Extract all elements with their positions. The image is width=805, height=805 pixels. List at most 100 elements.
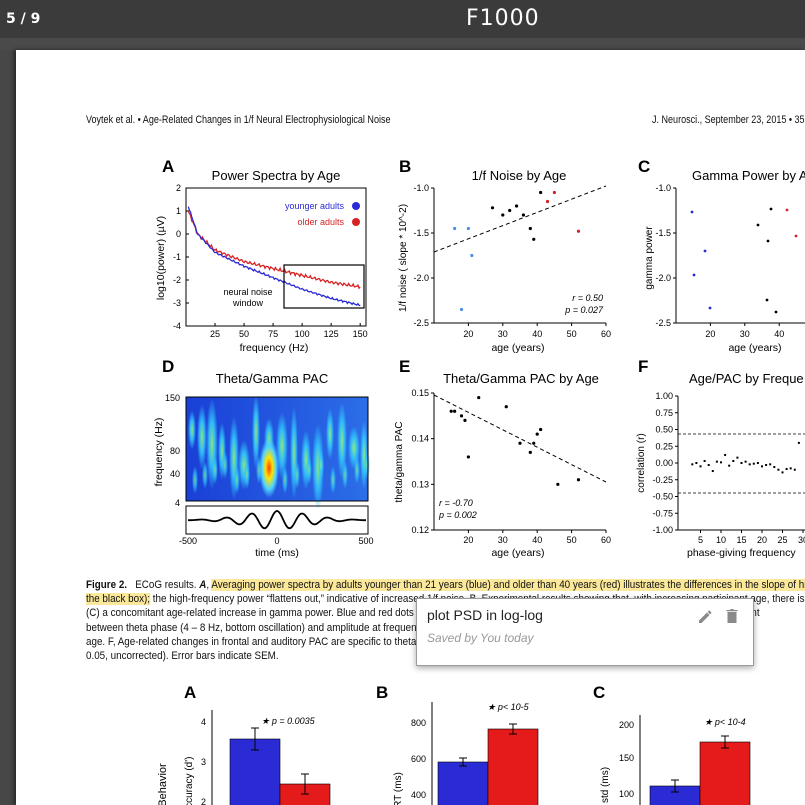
panel-c-point	[765, 298, 769, 302]
fig3-b-ylabel: RT (ms)	[393, 772, 404, 805]
fig3-b-ytick: 400	[411, 790, 426, 800]
panel-e-xtick: 30	[498, 535, 508, 545]
panel-f-point	[740, 462, 743, 464]
panel-b-title: 1/f Noise by Age	[472, 168, 567, 183]
legend-younger: younger adults	[285, 201, 345, 211]
running-header-right: J. Neurosci., September 23, 2015 • 35	[652, 114, 805, 126]
panel-f-point	[715, 460, 718, 463]
trash-icon[interactable]	[722, 607, 742, 627]
panel-f-ytick: 0.25	[655, 441, 673, 451]
panel-a-xtick: 150	[353, 329, 368, 339]
panel-c-point	[756, 223, 760, 227]
annotation-popup[interactable]: plot PSD in log-log Saved by You today	[416, 598, 754, 666]
panel-a-ytick: -1	[173, 252, 181, 262]
panel-e-xlabel: age (years)	[491, 547, 544, 559]
panel-c-xtick: 30	[740, 329, 750, 339]
panel-f-ylabel: correlation (r)	[636, 433, 647, 492]
comodulogram-peak	[259, 438, 279, 498]
comodulogram-blob	[294, 461, 300, 489]
fig3-c-errorbar	[671, 779, 679, 793]
older-adults-line	[187, 210, 361, 290]
fig3-a-ytick: 3	[201, 757, 206, 767]
panel-f-point	[748, 463, 751, 466]
panel-e-xtick: 40	[532, 535, 542, 545]
fig3-a-errorbar	[301, 773, 309, 795]
fig3-c-ytick: 150	[619, 753, 634, 763]
panel-f-point	[773, 466, 776, 469]
fig3-a-ytick: 4	[201, 717, 206, 727]
panel-f-point	[793, 468, 796, 471]
panel-c-xtick: 40	[774, 329, 784, 339]
panel-f-letter: F	[638, 357, 648, 376]
panel-c-xlabel: age (years)	[728, 342, 781, 354]
fig3-b-errorbar	[459, 757, 467, 767]
caption-highlight-2[interactable]: the black box);	[86, 593, 151, 606]
panel-b-xtick: 20	[463, 329, 473, 339]
panel-d-xtick: -500	[179, 536, 197, 546]
panel-f-point	[789, 467, 792, 470]
panel-f-xtick: 20	[757, 535, 767, 545]
toolbar-shadow	[0, 38, 805, 50]
panel-b-point	[521, 213, 526, 217]
panel-b-ytick: -2.0	[413, 273, 429, 283]
panel-c-ytick: -1.0	[655, 183, 671, 193]
comodulogram-blob	[364, 451, 370, 479]
panel-b-point	[490, 206, 495, 210]
panel-f-ytick: -0.75	[652, 508, 673, 518]
panel-f-ytick: -1.00	[652, 525, 673, 535]
panel-f-point	[769, 463, 772, 466]
panel-f-ytick: 0.50	[655, 425, 673, 435]
panel-f-ytick: 0.75	[655, 408, 673, 418]
panel-f-ytick: -0.25	[652, 475, 673, 485]
panel-f-ytick: 1.00	[655, 391, 673, 401]
panel-e-r: r = -0.70	[439, 498, 473, 508]
comodulogram-blob	[188, 410, 196, 450]
comodulogram-blob	[244, 461, 250, 489]
caption-highlight-1[interactable]: Averaging power spectra by adults younge…	[211, 579, 805, 591]
theta-trace-frame	[185, 505, 369, 535]
panel-d-xtick: 0	[274, 536, 279, 546]
panel-d-ytick: 80	[170, 446, 180, 456]
panel-c-letter: C	[638, 157, 650, 176]
f1000-logo[interactable]: F1000	[466, 6, 540, 31]
panel-b-fit-line	[433, 185, 607, 253]
panel-d-xlabel: time (ms)	[255, 547, 299, 559]
caption-label: Figure 2.	[86, 579, 128, 591]
panel-a-title: Power Spectra by Age	[212, 168, 341, 183]
running-header-left: Voytek et al. • Age-Related Changes in 1…	[86, 114, 391, 126]
panel-f-ticks: 1.00 0.75 0.50 0.25 0.00 -0.25 -0.50 -0.75 -1.00…	[652, 391, 805, 545]
panel-a-ylabel: log10(power) (µV)	[155, 216, 167, 300]
noise-window-label-1: neural noise	[223, 287, 272, 297]
panel-f-xlabel: phase-giving frequency	[687, 547, 796, 559]
comodulogram-blob	[202, 461, 208, 489]
panel-f-point	[703, 459, 706, 462]
panel-a-xtick: 125	[324, 329, 339, 339]
panel-f-point	[728, 464, 731, 467]
fig3-c-ytick: 200	[619, 720, 634, 730]
fig3-b-bar-older	[487, 728, 539, 805]
panel-d-title: Theta/Gamma PAC	[216, 371, 328, 386]
pencil-icon[interactable]	[695, 607, 715, 627]
comodulogram-blob	[337, 402, 347, 480]
panel-e-point	[449, 409, 453, 413]
panel-c-ytick: -2.0	[655, 273, 671, 283]
comodulogram-blob	[330, 466, 336, 494]
panel-e-point	[466, 455, 470, 459]
panel-f-point	[785, 468, 788, 471]
panel-e-point	[528, 450, 532, 454]
panel-d-ytick: 4	[175, 498, 180, 508]
noise-window-box	[283, 264, 365, 309]
panel-b-point	[508, 208, 512, 213]
panel-f-point	[707, 464, 710, 467]
figure-svg: A Power Spectra by Age 210-1-2-3-4 25 50 7…	[153, 157, 805, 805]
panel-e-point	[459, 414, 464, 418]
panel-b-xtick: 40	[532, 329, 542, 339]
panel-c-points	[690, 207, 798, 314]
fig3-a-letter: A	[184, 683, 196, 702]
panel-c-point	[708, 306, 712, 310]
panel-f-ytick: 0.00	[655, 458, 673, 468]
panel-a-xticks: 25 50 75 100 125 150	[210, 323, 368, 339]
fig3-b-bar-younger	[437, 761, 489, 805]
comodulogram-blob	[354, 456, 360, 484]
panel-a-ytick: -2	[173, 275, 181, 285]
